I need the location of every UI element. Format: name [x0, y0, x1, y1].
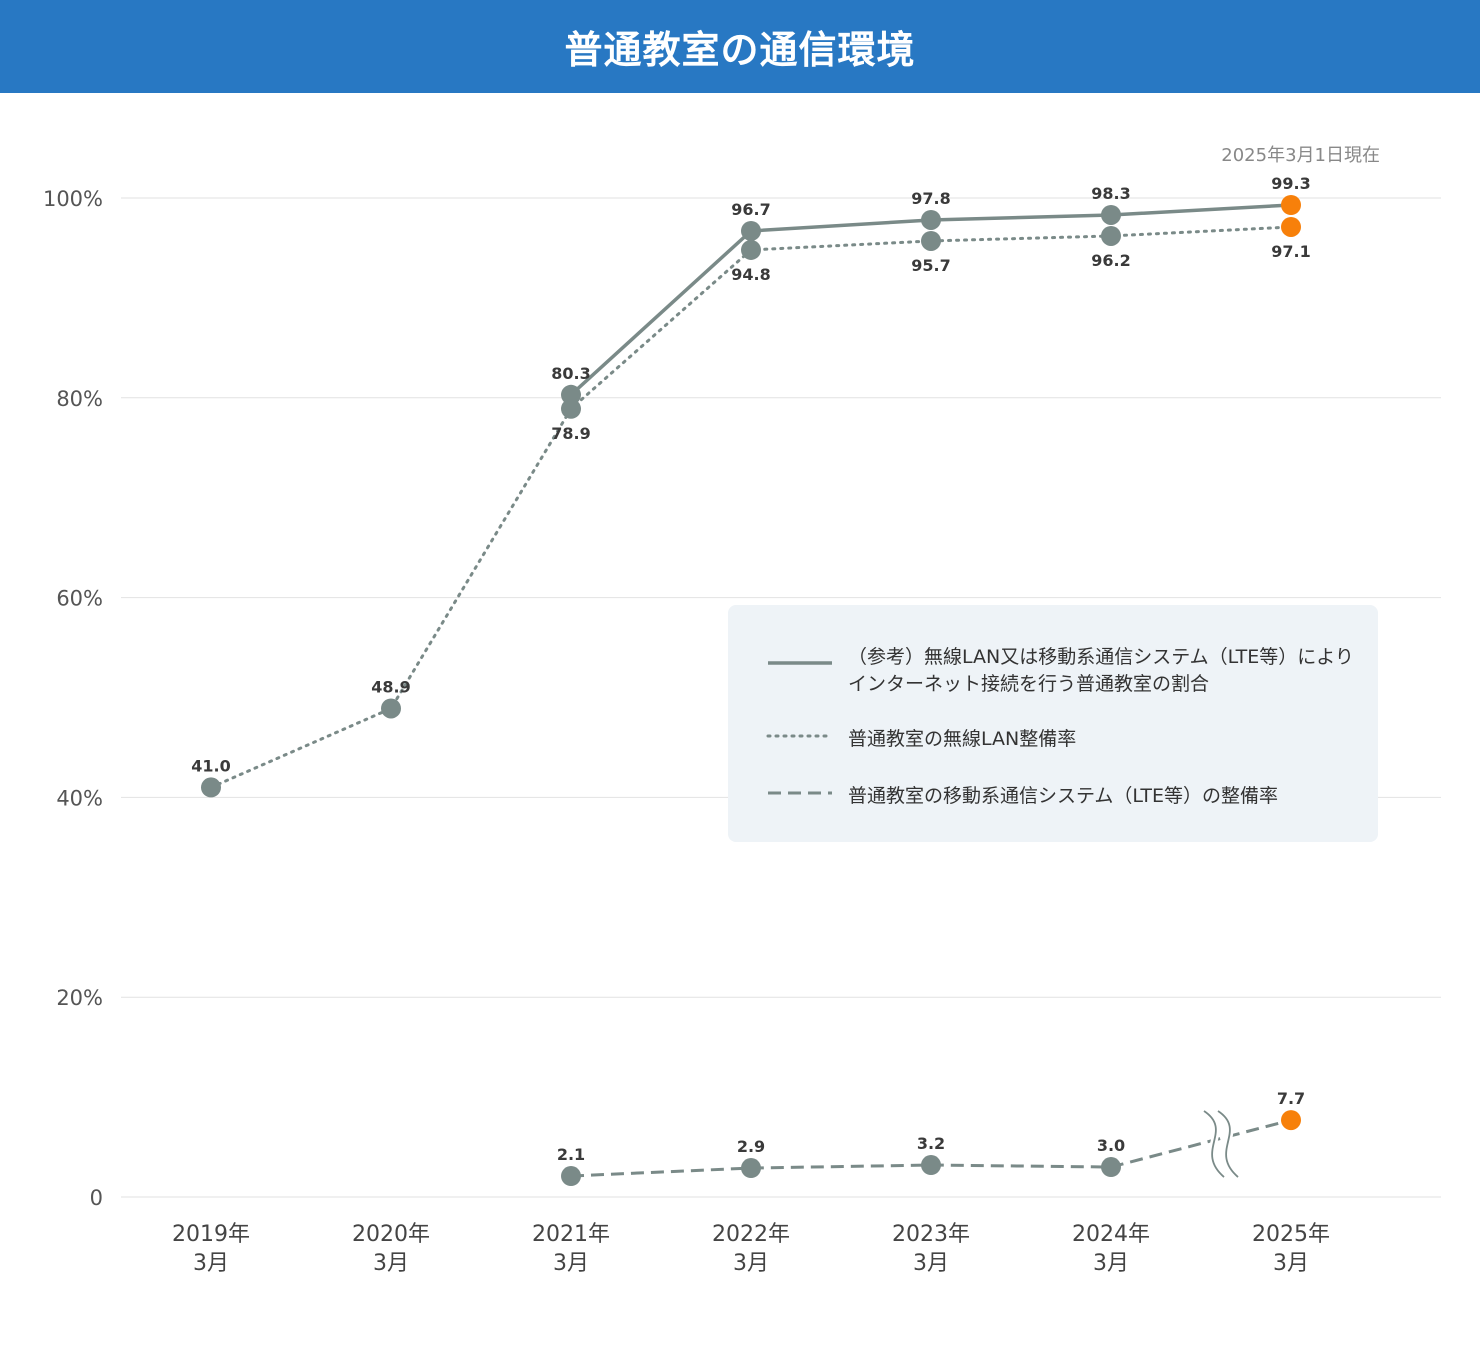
data-points: [201, 194, 1301, 1187]
legend-label: 普通教室の無線LAN整備率: [848, 728, 1076, 750]
data-label: 97.8: [911, 189, 950, 208]
x-tick-month: 3月: [553, 1251, 589, 1276]
y-axis-ticks: 0 20% 40% 60% 80% 100%: [43, 187, 103, 1210]
x-tick-year: 2025年: [1252, 1222, 1330, 1247]
x-tick-year: 2021年: [532, 1222, 610, 1247]
legend-label: インターネット接続を行う普通教室の割合: [848, 673, 1209, 695]
data-label: 78.9: [551, 424, 590, 443]
data-label: 3.2: [917, 1134, 945, 1153]
data-label: 2.1: [557, 1145, 585, 1164]
x-tick-year: 2022年: [712, 1222, 790, 1247]
x-tick-month: 3月: [193, 1251, 229, 1276]
axis-break: [1201, 1108, 1241, 1180]
data-label: 2.9: [737, 1137, 765, 1156]
data-point: [741, 220, 761, 241]
page-title: 普通教室の通信環境: [564, 28, 916, 72]
data-label: 48.9: [371, 677, 410, 696]
y-tick-label: 20%: [56, 986, 103, 1010]
data-point: [921, 209, 941, 230]
x-tick-year: 2023年: [892, 1222, 970, 1247]
data-label: 7.7: [1277, 1089, 1305, 1108]
y-tick-label: 40%: [56, 786, 103, 810]
data-point: [381, 698, 401, 719]
header-bar: 普通教室の通信環境: [0, 0, 1480, 93]
data-point: [921, 1155, 941, 1176]
data-label: 94.8: [731, 265, 770, 284]
data-point: [1101, 1157, 1121, 1178]
data-point: [1281, 1110, 1301, 1131]
data-point: [561, 1166, 581, 1187]
data-label: 41.0: [191, 756, 230, 775]
data-point: [741, 1158, 761, 1179]
data-label: 98.3: [1091, 184, 1130, 203]
y-tick-label: 60%: [56, 587, 103, 611]
data-label: 96.2: [1091, 251, 1130, 270]
data-label: 99.3: [1271, 174, 1310, 193]
data-label: 95.7: [911, 256, 950, 275]
x-tick-month: 3月: [373, 1251, 409, 1276]
legend-background: [728, 605, 1378, 842]
legend-label: 普通教室の移動系通信システム（LTE等）の整備率: [848, 785, 1278, 807]
data-point: [561, 398, 581, 419]
legend-label: （参考）無線LAN又は移動系通信システム（LTE等）により: [848, 646, 1354, 668]
x-tick-year: 2024年: [1072, 1222, 1150, 1247]
y-tick-label: 100%: [43, 187, 103, 211]
data-labels: 80.3 96.7 97.8 98.3 99.3 41.0 48.9 78.9 94.8 95.7…: [191, 174, 1310, 1164]
x-tick-month: 3月: [1093, 1251, 1129, 1276]
data-point: [201, 777, 221, 798]
data-label: 96.7: [731, 200, 770, 219]
x-tick-month: 3月: [1273, 1251, 1309, 1276]
data-label: 97.1: [1271, 242, 1310, 261]
data-point: [1281, 216, 1301, 237]
legend: （参考）無線LAN又は移動系通信システム（LTE等）によりインターネット接続を行…: [728, 605, 1378, 842]
as-of-date-note: 2025年3月1日現在: [1221, 145, 1380, 166]
axis-break-mark: [1203, 1110, 1225, 1178]
data-label: 80.3: [551, 364, 590, 383]
x-tick-month: 3月: [733, 1251, 769, 1276]
y-tick-label: 0: [90, 1186, 103, 1210]
data-point: [741, 239, 761, 260]
data-point: [1101, 204, 1121, 225]
data-point: [1101, 225, 1121, 246]
x-tick-year: 2019年: [172, 1222, 250, 1247]
x-tick-year: 2020年: [352, 1222, 430, 1247]
data-point: [561, 384, 581, 405]
data-point: [1281, 194, 1301, 215]
axis-break-mark: [1217, 1110, 1239, 1178]
data-point: [921, 230, 941, 251]
x-tick-month: 3月: [913, 1251, 949, 1276]
y-tick-label: 80%: [56, 387, 103, 411]
x-axis-ticks: 2019年 3月 2020年 3月 2021年 3月 2022年 3月 2023年 3月 2024年…: [172, 1222, 1330, 1276]
data-label: 3.0: [1097, 1136, 1125, 1155]
